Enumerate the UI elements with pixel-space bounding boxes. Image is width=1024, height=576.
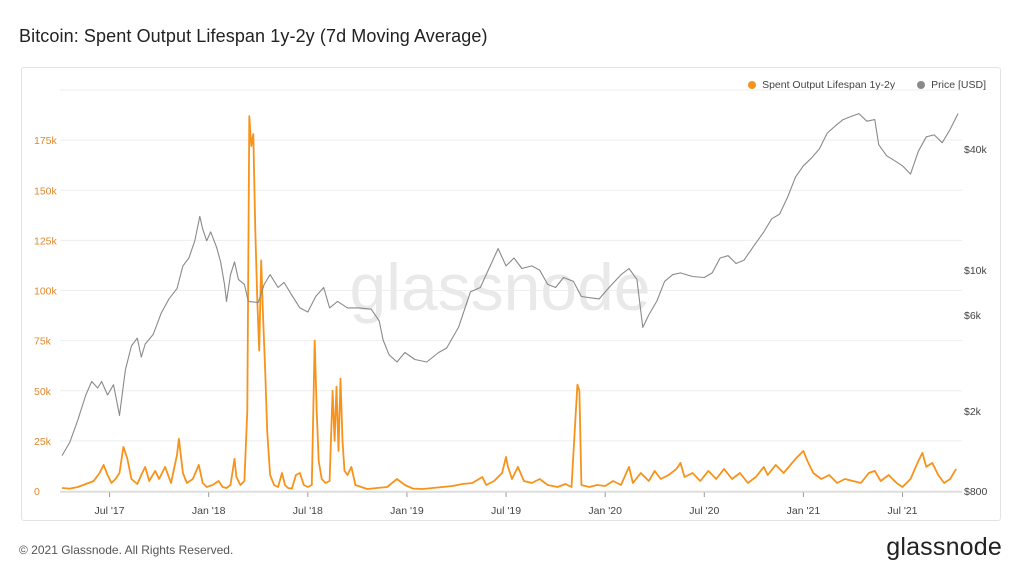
grid-lines	[60, 89, 962, 492]
chart-title: Bitcoin: Spent Output Lifespan 1y-2y (7d…	[19, 26, 488, 46]
legend-item-sol[interactable]: Spent Output Lifespan 1y-2y	[748, 79, 895, 91]
x-tick-label: Jan '18	[192, 505, 226, 517]
copyright-text: © 2021 Glassnode. All Rights Reserved.	[19, 543, 234, 557]
y-left-tick-label: 125k	[34, 235, 58, 247]
legend-dot-sol	[748, 81, 757, 89]
chart-legend: Spent Output Lifespan 1y-2y Price [USD]	[748, 79, 986, 91]
series-lines	[61, 113, 959, 490]
legend-label-price: Price [USD]	[931, 79, 986, 91]
x-tick-label: Jan '19	[390, 505, 424, 517]
legend-label-sol: Spent Output Lifespan 1y-2y	[762, 79, 896, 91]
x-tick-label: Jan '21	[787, 505, 821, 517]
legend-dot-price	[917, 81, 926, 89]
y-left-tick-label: 75k	[34, 336, 52, 348]
x-tick-label: Jul '18	[293, 505, 323, 517]
series-line-price	[61, 113, 959, 456]
y-left-tick-label: 175k	[34, 135, 58, 147]
watermark-text: glassnode	[350, 250, 651, 324]
y-axis-left: 0 25k 50k 75k 100k 125k 150k 175k	[34, 135, 58, 498]
y-right-tick-label: $800	[964, 486, 988, 498]
y-right-tick-label: $2k	[964, 406, 982, 418]
y-left-tick-label: 150k	[34, 185, 58, 197]
x-tick-label: Jul '21	[888, 505, 918, 517]
y-left-tick-label: 25k	[34, 436, 52, 448]
x-tick-label: Jul '17	[95, 505, 125, 517]
y-left-tick-label: 0	[34, 486, 40, 498]
y-right-tick-label: $10k	[964, 265, 988, 277]
x-tick-label: Jan '20	[588, 505, 622, 517]
y-axis-right: $800 $2k $6k $10k $40k	[964, 144, 988, 498]
x-tick-label: Jul '19	[491, 505, 521, 517]
y-left-tick-label: 100k	[34, 286, 58, 298]
brand-logo[interactable]: glassnode	[886, 533, 1002, 561]
legend-item-price[interactable]: Price [USD]	[917, 79, 986, 91]
y-right-tick-label: $40k	[964, 144, 988, 156]
y-left-tick-label: 50k	[34, 386, 52, 398]
x-axis: Jul '17 Jan '18 Jul '18 Jan '19 Jul '19 Jan '…	[60, 491, 962, 517]
series-line-spent-output-lifespan	[61, 115, 957, 490]
y-right-tick-label: $6k	[964, 310, 982, 322]
x-tick-label: Jul '20	[689, 505, 719, 517]
chart-frame	[21, 67, 1001, 521]
